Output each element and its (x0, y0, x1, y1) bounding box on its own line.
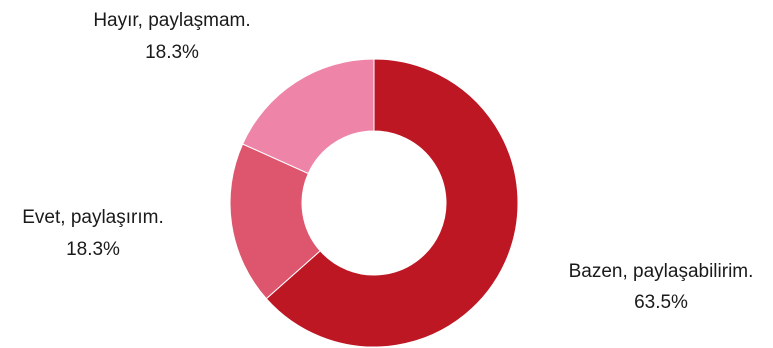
slice-label-evet: Evet, paylaşırım. (22, 207, 164, 228)
slice-label-bazen: Bazen, paylaşabilirim. (569, 261, 754, 282)
slice-value-bazen: 63.5% (634, 292, 688, 313)
donut-hole (302, 131, 446, 275)
slices-group (229, 58, 519, 348)
labels-group: Bazen, paylaşabilirim. 63.5% Evet, payla… (22, 10, 753, 313)
slice-value-evet: 18.3% (66, 239, 120, 260)
slice-label-hayir: Hayır, paylaşmam. (93, 10, 250, 31)
slice-value-hayir: 18.3% (145, 42, 199, 63)
